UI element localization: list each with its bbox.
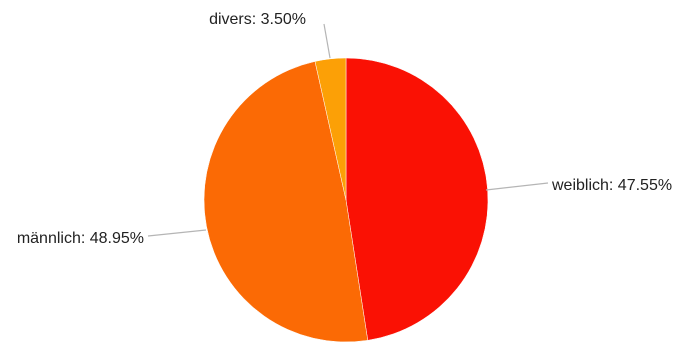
slice-label-divers: divers: 3.50%	[209, 11, 306, 28]
slice-label-maennlich: männlich: 48.95%	[17, 230, 144, 247]
leader-lines	[147, 23, 549, 237]
leader-line-weiblich	[485, 182, 549, 191]
pie-slice-divers	[314, 57, 347, 201]
slice-label-weiblich: weiblich: 47.55%	[551, 177, 672, 194]
pie-slice-weiblich	[345, 57, 489, 341]
pie-slices	[203, 57, 489, 343]
leader-line-männlich	[147, 229, 207, 237]
leader-line-divers	[323, 23, 331, 59]
pie-slice-männlich	[203, 61, 369, 343]
slice-labels: weiblich: 47.55% männlich: 48.95% divers…	[17, 11, 672, 247]
